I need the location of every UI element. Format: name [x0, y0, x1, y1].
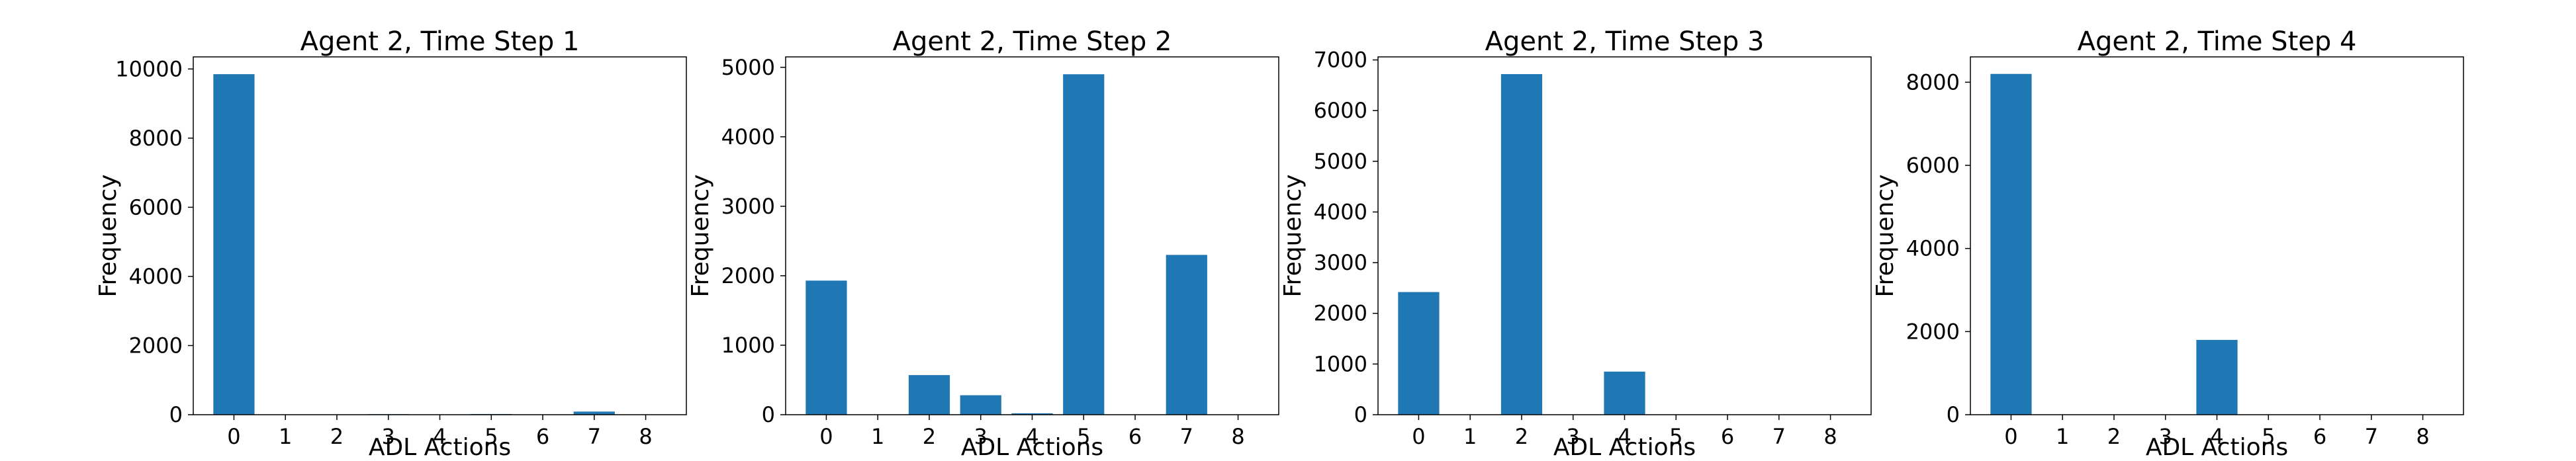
- x-tick-label: 2: [1515, 424, 1528, 449]
- chart-panel-4: 0 1 2 3 4 5 6 7 8 0 2000 4000 6000 8000 Agent 2, Time …: [1872, 26, 2464, 461]
- y-tick-label: 2000: [1906, 319, 1960, 344]
- x-tick-label: 4: [1025, 424, 1038, 449]
- y-tick-label: 5000: [1314, 149, 1367, 174]
- x-tick-label: 0: [1412, 424, 1425, 449]
- x-tick-label: 2: [923, 424, 936, 449]
- y-tick-label: 2000: [1314, 301, 1367, 326]
- y-tick-label: 6000: [1314, 98, 1367, 123]
- x-axis-label: ADL Actions: [2146, 434, 2288, 461]
- bar-7: [1166, 255, 1207, 415]
- y-tick-label: 6000: [1906, 153, 1960, 178]
- x-tick-label: 6: [1128, 424, 1142, 449]
- x-tick-label: 1: [871, 424, 884, 449]
- y-tick-label: 1000: [1314, 351, 1367, 376]
- bar-7: [573, 411, 615, 415]
- x-tick-label: 7: [1180, 424, 1193, 449]
- y-tick-label: 0: [762, 402, 775, 427]
- bar-4: [1604, 371, 1645, 415]
- y-tick-label: 4000: [721, 124, 775, 149]
- y-tick-label: 4000: [1314, 199, 1367, 224]
- y-tick-label: 2000: [721, 263, 775, 288]
- x-tick-label: 3: [2159, 424, 2172, 449]
- x-axis-label: ADL Actions: [961, 434, 1103, 461]
- bar-0: [1398, 292, 1440, 415]
- x-axis-label: ADL Actions: [369, 434, 511, 461]
- x-tick-label: 7: [588, 424, 601, 449]
- chart-title: Agent 2, Time Step 2: [893, 26, 1172, 57]
- x-tick-label: 4: [433, 424, 446, 449]
- x-tick-label: 0: [819, 424, 833, 449]
- x-tick-label: 0: [227, 424, 240, 449]
- y-tick-label: 1000: [721, 333, 775, 358]
- x-tick-label: 7: [1772, 424, 1786, 449]
- x-tick-label: 8: [1231, 424, 1244, 449]
- x-tick-label: 5: [484, 424, 498, 449]
- y-axis-label: Frequency: [95, 175, 122, 298]
- x-tick-label: 4: [2210, 424, 2223, 449]
- x-tick-label: 6: [1721, 424, 1734, 449]
- y-tick-label: 3000: [1314, 250, 1367, 275]
- chart-panel-3: 0 1 2 3 4 5 6 7 8 0 1000 2000 3000 4000 5000 6000 7000 Ag…: [1279, 26, 1872, 461]
- bar-0: [805, 280, 847, 415]
- chart-title: Agent 2, Time Step 1: [300, 26, 580, 57]
- y-tick-label: 10000: [115, 56, 183, 81]
- chart-title: Agent 2, Time Step 3: [1485, 26, 1765, 57]
- x-tick-label: 5: [1669, 424, 1682, 449]
- chart-panel-2: 0 1 2 3 4 5 6 7 8 0 1000 2000 3000 4000 5000 Agent 2, T…: [687, 26, 1279, 461]
- x-tick-label: 0: [2004, 424, 2017, 449]
- x-tick-label: 4: [1618, 424, 1631, 449]
- x-tick-label: 7: [2365, 424, 2378, 449]
- y-tick-label: 0: [1354, 402, 1367, 427]
- y-axis-label: Frequency: [1872, 175, 1899, 298]
- y-tick-label: 3000: [721, 194, 775, 219]
- x-tick-label: 1: [1463, 424, 1477, 449]
- y-tick-label: 6000: [129, 194, 183, 220]
- bar-3: [960, 395, 1001, 415]
- y-tick-label: 4000: [129, 264, 183, 289]
- x-tick-label: 8: [2416, 424, 2429, 449]
- y-tick-label: 7000: [1314, 48, 1367, 73]
- x-tick-label: 3: [1567, 424, 1580, 449]
- chart-panel-1: 0 1 2 3 4 5 6 7 8 0 2000 4000 6000 8000 10000 Agent 2, …: [95, 26, 687, 461]
- y-tick-label: 0: [169, 402, 183, 427]
- plot-frame: [193, 56, 687, 415]
- y-axis-label: Frequency: [687, 175, 714, 298]
- bar-2: [908, 375, 950, 415]
- x-tick-label: 6: [2313, 424, 2326, 449]
- bar-4: [2196, 339, 2238, 415]
- y-tick-label: 8000: [129, 126, 183, 151]
- x-tick-label: 1: [279, 424, 292, 449]
- x-tick-label: 5: [2262, 424, 2275, 449]
- x-axis-label: ADL Actions: [1553, 434, 1696, 461]
- plot-frame: [1377, 56, 1872, 415]
- x-tick-label: 8: [639, 424, 652, 449]
- x-tick-label: 3: [382, 424, 395, 449]
- y-tick-label: 2000: [129, 333, 183, 358]
- x-tick-label: 8: [1823, 424, 1837, 449]
- x-tick-label: 2: [330, 424, 344, 449]
- bar-0: [213, 74, 255, 415]
- y-tick-label: 8000: [1906, 69, 1960, 95]
- x-tick-label: 6: [536, 424, 549, 449]
- x-tick-label: 1: [2056, 424, 2069, 449]
- y-tick-label: 4000: [1906, 236, 1960, 261]
- y-axis-label: Frequency: [1279, 175, 1307, 298]
- chart-title: Agent 2, Time Step 4: [2078, 26, 2357, 57]
- bar-0: [1990, 73, 2032, 415]
- y-tick-label: 0: [1947, 402, 1960, 427]
- y-tick-label: 5000: [721, 55, 775, 80]
- bar-2: [1500, 74, 1543, 415]
- x-tick-label: 3: [974, 424, 988, 449]
- x-tick-label: 5: [1077, 424, 1090, 449]
- bar-5: [1063, 74, 1105, 415]
- bar-4: [1011, 413, 1053, 415]
- x-tick-label: 2: [2107, 424, 2121, 449]
